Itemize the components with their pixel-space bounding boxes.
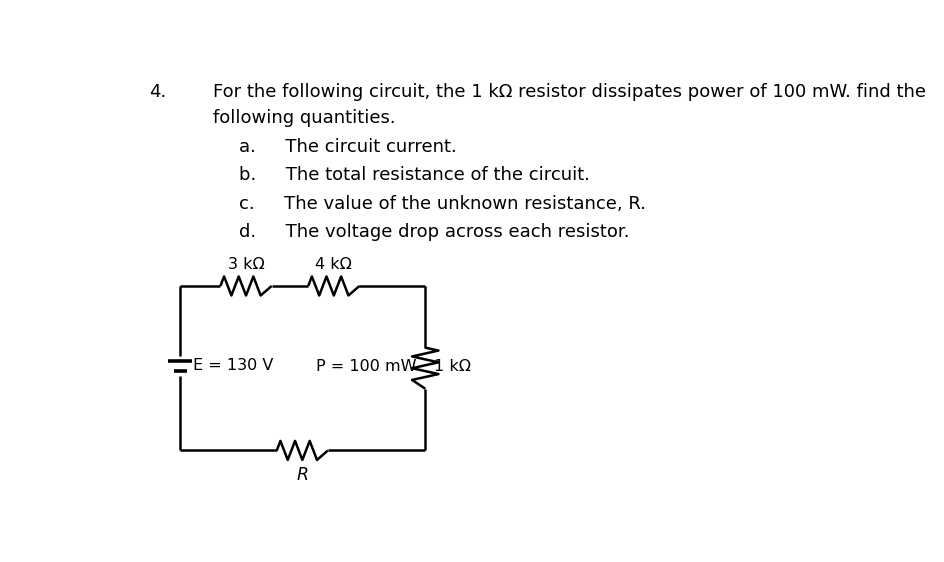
Text: E = 130 V: E = 130 V	[194, 357, 274, 373]
Text: b.   The total resistance of the circuit.: b. The total resistance of the circuit.	[239, 166, 590, 184]
Text: d.   The voltage drop across each resistor.: d. The voltage drop across each resistor…	[239, 223, 630, 241]
Text: 3 kΩ: 3 kΩ	[228, 257, 264, 271]
Text: 1 kΩ: 1 kΩ	[434, 359, 471, 374]
Text: P = 100 mW: P = 100 mW	[316, 359, 416, 374]
Text: following quantities.: following quantities.	[213, 108, 396, 126]
Text: For the following circuit, the 1 kΩ resistor dissipates power of 100 mW. find th: For the following circuit, the 1 kΩ resi…	[213, 83, 926, 101]
Text: c.   The value of the unknown resistance, R.: c. The value of the unknown resistance, …	[239, 194, 646, 212]
Text: R: R	[296, 465, 309, 483]
Text: a.   The circuit current.: a. The circuit current.	[239, 138, 457, 156]
Text: 4.: 4.	[149, 83, 166, 101]
Text: 4 kΩ: 4 kΩ	[315, 257, 352, 271]
